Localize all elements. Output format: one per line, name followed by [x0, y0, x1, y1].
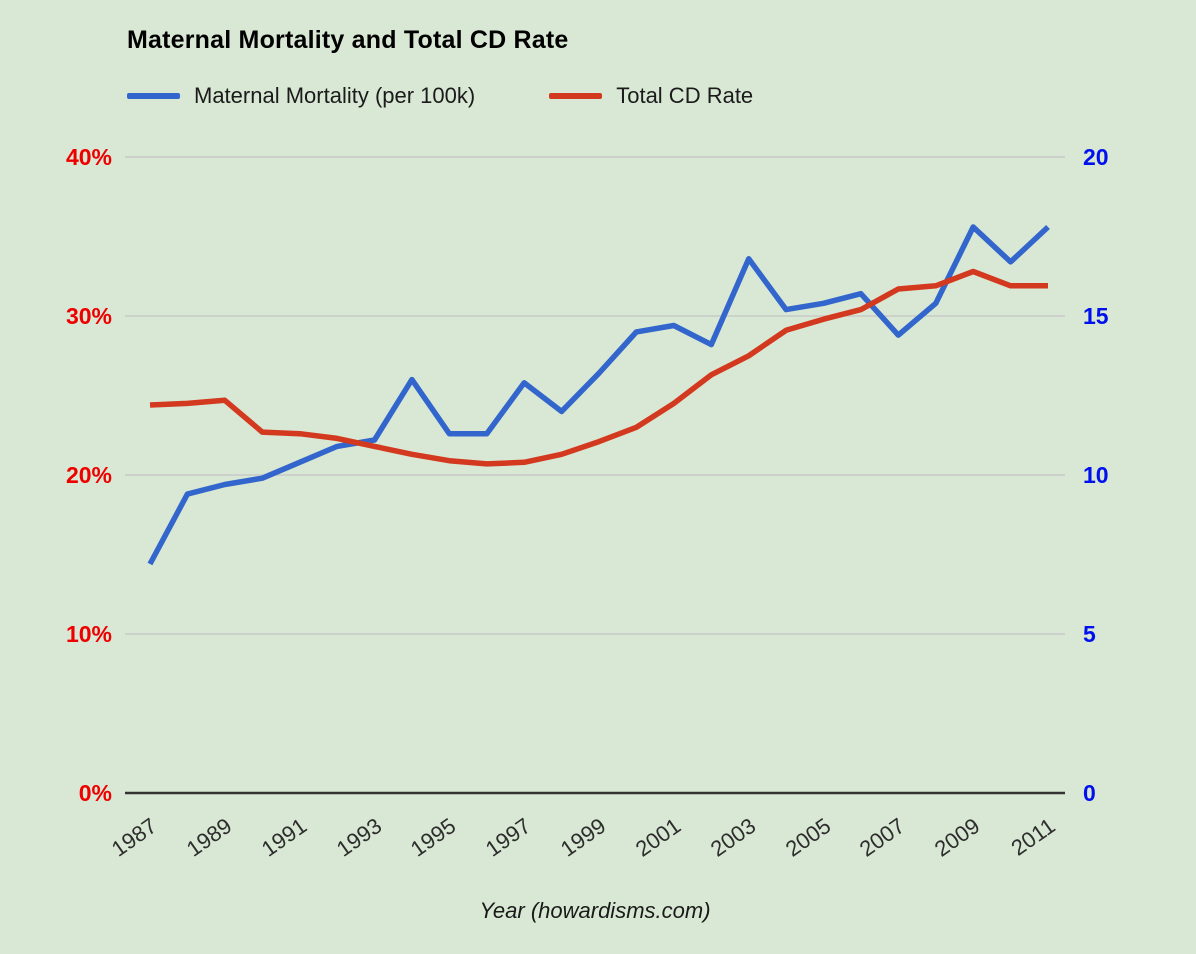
x-axis-tick-label: 1993 — [331, 813, 386, 862]
legend-swatch-maternal-mortality — [127, 93, 180, 99]
x-axis-tick-label: 1991 — [256, 813, 311, 862]
legend-label-total-cd-rate: Total CD Rate — [616, 83, 754, 108]
legend-item-maternal-mortality: Maternal Mortality (per 100k) — [127, 83, 475, 109]
left-axis-tick-label: 40% — [65, 144, 112, 170]
chart-title: Maternal Mortality and Total CD Rate — [127, 26, 569, 54]
x-axis-tick-label: 1995 — [406, 813, 461, 862]
x-axis-tick-label: 1987 — [106, 813, 162, 862]
maternal-mortality-line — [147, 224, 1050, 566]
x-axis-tick-label: 1997 — [481, 813, 536, 862]
right-axis-tick-label: 5 — [1083, 621, 1096, 647]
left-axis-tick-label: 20% — [65, 462, 112, 488]
legend-swatch-total-cd-rate — [549, 93, 603, 99]
left-axis-tick-label: 0% — [78, 780, 112, 806]
x-axis-tick-label: 2001 — [630, 813, 686, 862]
right-axis-tick-label: 15 — [1083, 303, 1109, 329]
legend-item-total-cd-rate: Total CD Rate — [549, 83, 753, 109]
right-axis-tick-label: 20 — [1083, 144, 1109, 170]
legend: Maternal Mortality (per 100k) Total CD R… — [127, 83, 753, 109]
right-axis-tick-label: 10 — [1083, 462, 1109, 488]
legend-label-maternal-mortality: Maternal Mortality (per 100k) — [194, 83, 476, 108]
x-axis-tick-label: 1989 — [181, 813, 237, 862]
x-axis-title: Year (howardisms.com) — [479, 898, 711, 923]
x-axis-tick-label: 1999 — [555, 813, 611, 862]
left-axis-tick-label: 10% — [65, 621, 112, 647]
x-axis-tick-label: 2005 — [780, 813, 835, 862]
total-cd-rate-line — [149, 268, 1048, 467]
left-axis-tick-label: 30% — [65, 303, 112, 329]
x-axis-tick-label: 2011 — [1006, 813, 1060, 861]
right-axis-tick-label: 0 — [1083, 780, 1096, 806]
x-axis-tick-label: 2007 — [855, 813, 910, 862]
x-axis-tick-label: 2009 — [930, 813, 985, 862]
x-axis-tick-label: 2003 — [705, 813, 760, 862]
